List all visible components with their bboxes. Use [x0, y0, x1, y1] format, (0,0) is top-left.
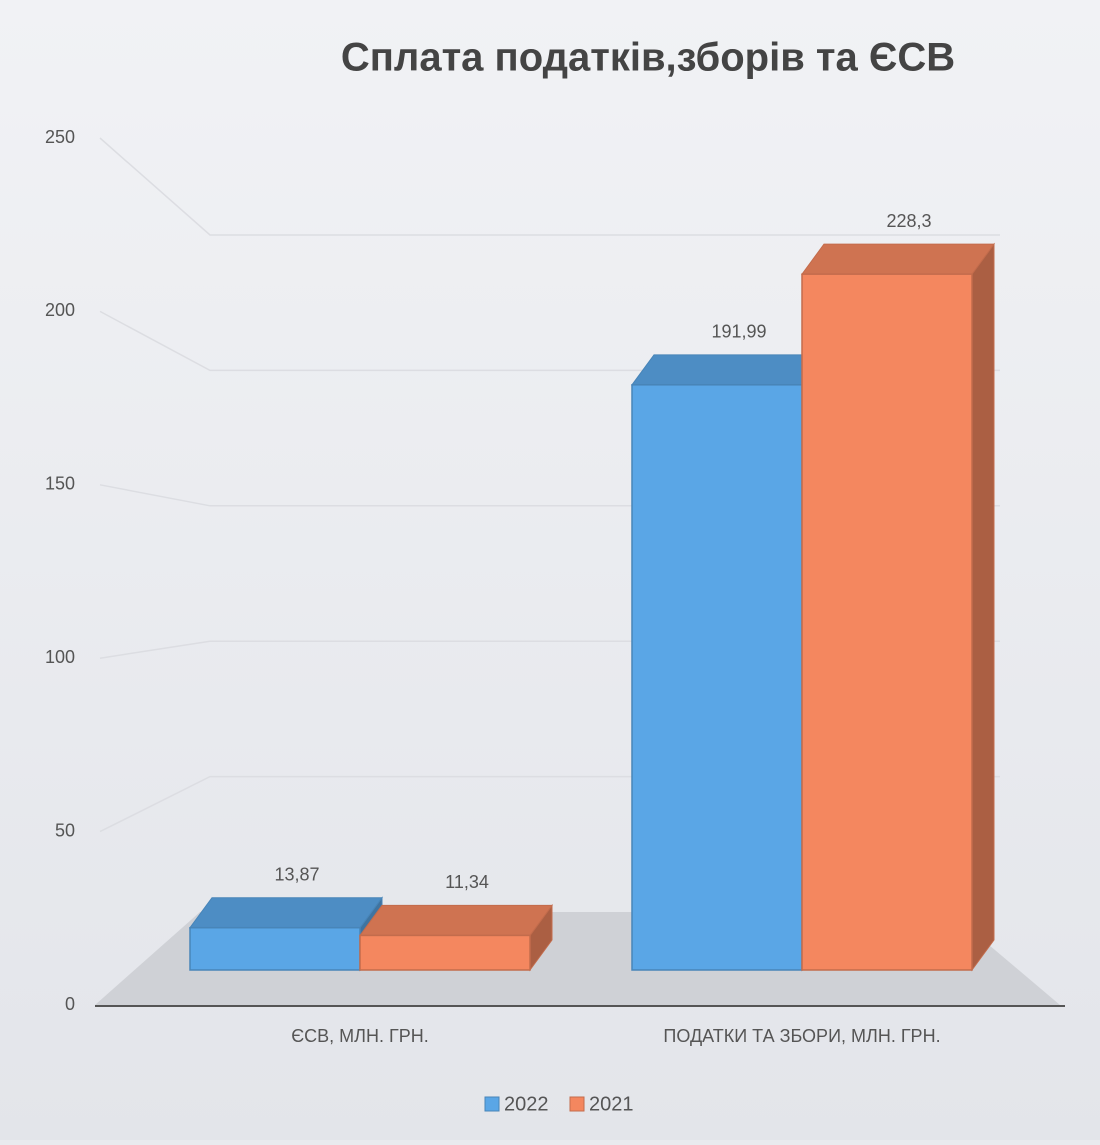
data-label: 228,3 — [886, 211, 931, 231]
bar — [359, 934, 531, 971]
legend-swatch — [484, 1096, 500, 1112]
y-tick-label: 250 — [45, 127, 75, 147]
bar — [801, 273, 973, 971]
bar-top — [189, 897, 383, 929]
legend-label: 2021 — [589, 1093, 634, 1115]
data-label: 191,99 — [711, 322, 766, 342]
bar — [189, 926, 361, 971]
chart-title: Сплата податків,зборів та ЄСВ — [341, 36, 955, 80]
x-tick-label: ПОДАТКИ ТА ЗБОРИ, МЛН. ГРН. — [663, 1026, 940, 1046]
bar-top — [631, 354, 825, 386]
y-tick-label: 200 — [45, 300, 75, 320]
data-label: 13,87 — [274, 864, 319, 884]
legend-label: 2022 — [504, 1093, 549, 1115]
legend-swatch — [569, 1096, 585, 1112]
bar-side — [971, 242, 995, 972]
y-tick-label: 100 — [45, 647, 75, 667]
y-tick-label: 50 — [55, 820, 75, 840]
grid-line — [99, 137, 1000, 236]
y-tick-label: 150 — [45, 474, 75, 494]
data-label: 11,34 — [445, 872, 489, 892]
y-tick-label: 0 — [65, 994, 75, 1014]
bar-top — [359, 904, 553, 936]
bar-top — [801, 243, 995, 275]
x-tick-label: ЄСВ, МЛН. ГРН. — [291, 1026, 429, 1046]
bar — [631, 384, 803, 971]
